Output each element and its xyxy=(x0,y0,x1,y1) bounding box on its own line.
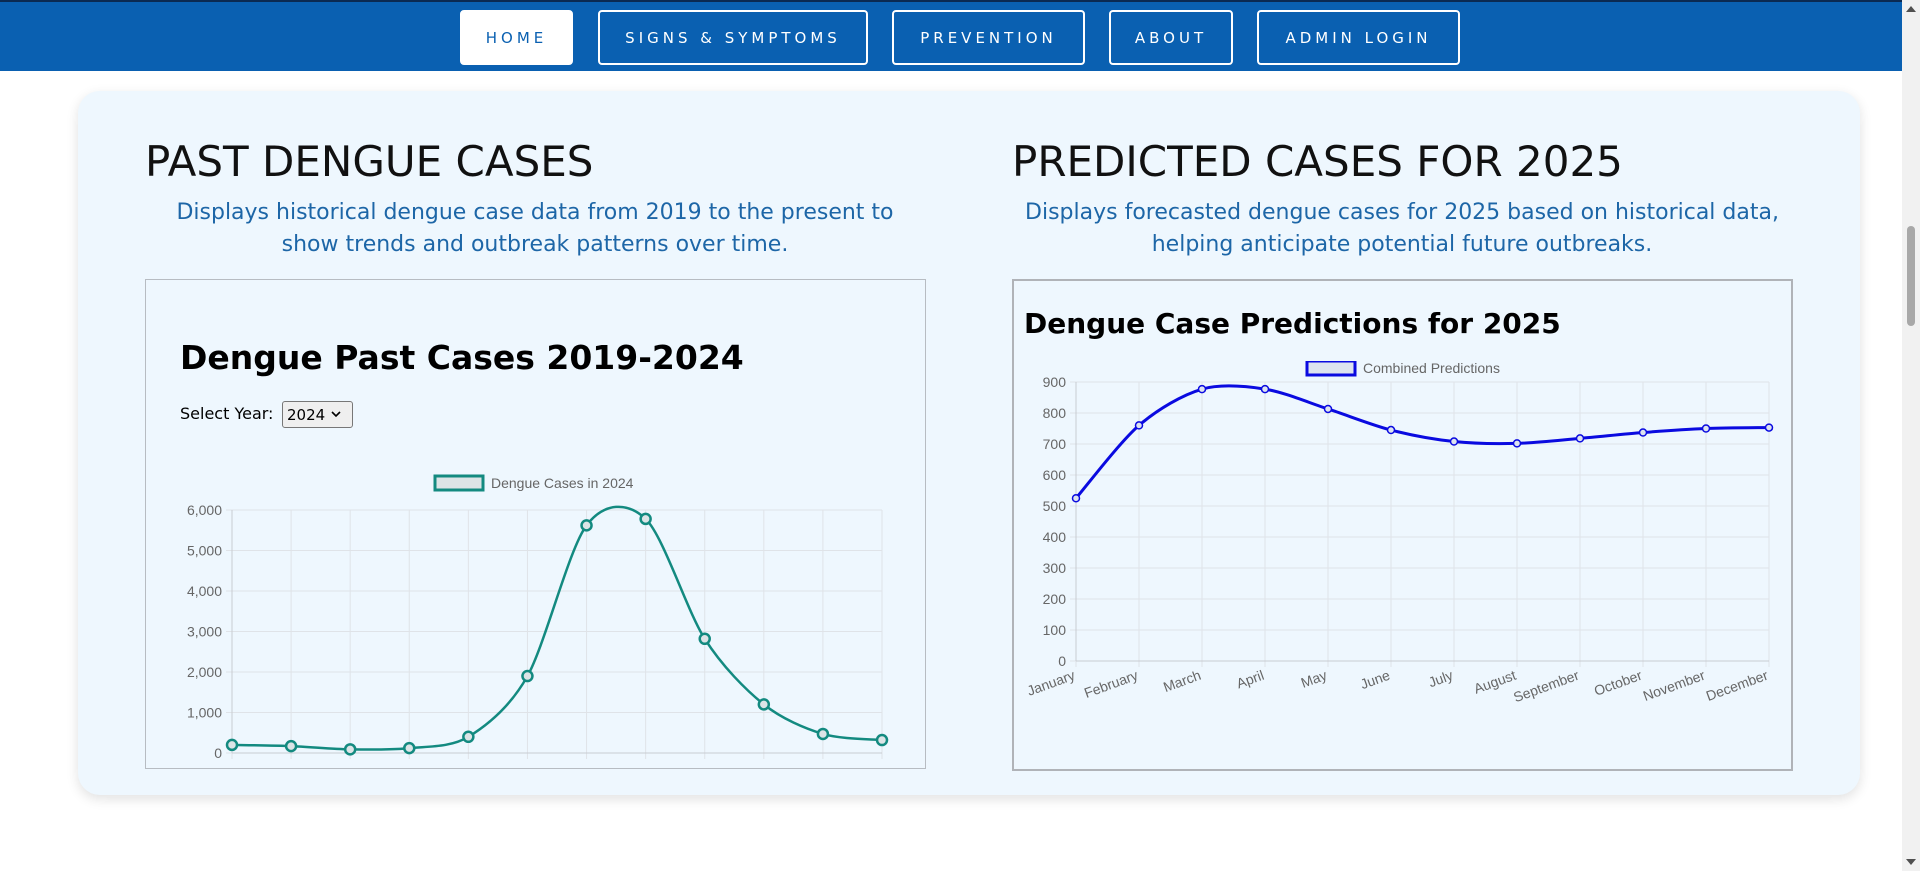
past-cases-title: PAST DENGUE CASES xyxy=(145,137,594,186)
data-point xyxy=(343,743,357,756)
top-navbar: HOME SIGNS & SYMPTOMS PREVENTION ABOUT A… xyxy=(0,0,1902,71)
nav-prevention-button[interactable]: PREVENTION xyxy=(892,10,1085,65)
data-point xyxy=(757,698,771,711)
x-tick-label: November xyxy=(1641,667,1707,704)
data-point xyxy=(1197,384,1207,394)
data-point xyxy=(580,519,593,532)
past-chart-heading: Dengue Past Cases 2019-2024 xyxy=(180,338,744,377)
y-tick-label: 3,000 xyxy=(187,624,222,640)
data-point xyxy=(462,730,475,744)
x-tick-label: April xyxy=(1234,667,1266,692)
past-cases-description: Displays historical dengue case data fro… xyxy=(176,200,894,257)
y-tick-label: 700 xyxy=(1043,436,1067,452)
data-point xyxy=(521,669,534,683)
y-tick-label: 600 xyxy=(1043,467,1067,483)
data-point xyxy=(1134,421,1144,430)
series-line xyxy=(231,505,883,751)
past-cases-line-chart: Dengue Cases in 2024 6,000 5,000 4,000 3,000… xyxy=(187,474,889,760)
data-point xyxy=(875,733,889,747)
data-point xyxy=(403,741,416,755)
x-tick-label: March xyxy=(1161,667,1203,695)
data-point xyxy=(1638,428,1648,437)
data-point xyxy=(1071,494,1081,503)
year-select[interactable]: 2024 xyxy=(282,401,353,428)
predicted-cases-line-chart: Combined Predictions 900 800 700 600 500 400 30… xyxy=(1025,361,1774,706)
data-point xyxy=(816,727,830,741)
x-tick-label: January xyxy=(1025,667,1077,699)
data-point xyxy=(1701,424,1711,433)
scroll-up-arrow-icon[interactable] xyxy=(1906,6,1916,12)
data-point xyxy=(1386,425,1396,435)
x-tick-label: June xyxy=(1358,667,1392,692)
y-tick-label: 2,000 xyxy=(187,664,222,680)
predicted-cases-description: Displays forecasted dengue cases for 202… xyxy=(1025,200,1779,257)
data-point xyxy=(1260,384,1270,394)
y-tick-label: 200 xyxy=(1043,591,1067,607)
legend-swatch xyxy=(433,474,485,492)
data-point xyxy=(1764,423,1774,432)
scroll-down-arrow-icon[interactable] xyxy=(1906,859,1916,865)
legend-label: Combined Predictions xyxy=(1363,361,1500,376)
chart-grid xyxy=(226,509,883,759)
select-year-label: Select Year: xyxy=(180,404,274,423)
y-tick-label: 5,000 xyxy=(187,543,222,559)
nav-signs-symptoms-button[interactable]: SIGNS & SYMPTOMS xyxy=(598,10,868,65)
y-tick-label: 0 xyxy=(1058,653,1066,669)
chart-legend: Combined Predictions xyxy=(1305,361,1500,377)
x-tick-label: February xyxy=(1082,667,1140,701)
nav-home-button[interactable]: HOME xyxy=(460,10,573,65)
nav-admin-login-button[interactable]: ADMIN LOGIN xyxy=(1257,10,1460,65)
nav-about-button[interactable]: ABOUT xyxy=(1109,10,1233,65)
data-point xyxy=(1575,434,1585,443)
data-point xyxy=(284,739,298,753)
data-point xyxy=(225,738,239,752)
x-tick-label: July xyxy=(1426,667,1455,691)
y-tick-label: 400 xyxy=(1043,529,1067,545)
data-point xyxy=(639,512,652,526)
y-tick-label: 300 xyxy=(1043,560,1067,576)
past-cases-chart-card: Dengue Past Cases 2019-2024 Select Year:… xyxy=(145,279,926,769)
x-tick-label: May xyxy=(1299,667,1329,691)
x-tick-label: December xyxy=(1704,667,1770,704)
y-tick-label: 1,000 xyxy=(187,705,222,721)
page-scrollbar[interactable] xyxy=(1902,0,1920,871)
predicted-cases-title: PREDICTED CASES FOR 2025 xyxy=(1012,137,1623,186)
legend-swatch xyxy=(1305,361,1357,377)
data-point xyxy=(1449,437,1459,446)
cases-panel: PAST DENGUE CASES Displays historical de… xyxy=(78,91,1860,795)
data-point xyxy=(1323,404,1333,414)
series-line xyxy=(1074,384,1770,500)
y-tick-label: 900 xyxy=(1043,374,1067,390)
y-tick-label: 4,000 xyxy=(187,583,222,599)
y-tick-label: 0 xyxy=(214,745,222,760)
scroll-thumb[interactable] xyxy=(1907,226,1915,326)
chart-legend: Dengue Cases in 2024 xyxy=(433,474,634,492)
year-select-value: 2024 xyxy=(287,405,326,424)
data-point xyxy=(698,632,711,646)
x-tick-label: October xyxy=(1592,667,1645,699)
x-tick-label: September xyxy=(1511,667,1581,706)
predicted-chart-heading: Dengue Case Predictions for 2025 xyxy=(1024,307,1561,340)
legend-label: Dengue Cases in 2024 xyxy=(491,475,634,491)
chart-grid xyxy=(1070,381,1770,667)
y-tick-label: 6,000 xyxy=(187,502,222,518)
chevron-down-icon xyxy=(331,411,341,418)
y-tick-label: 100 xyxy=(1043,622,1067,638)
predicted-cases-chart-card: Dengue Case Predictions for 2025 Combine… xyxy=(1012,279,1793,771)
y-tick-label: 800 xyxy=(1043,405,1067,421)
data-point xyxy=(1512,439,1522,448)
y-tick-label: 500 xyxy=(1043,498,1067,514)
